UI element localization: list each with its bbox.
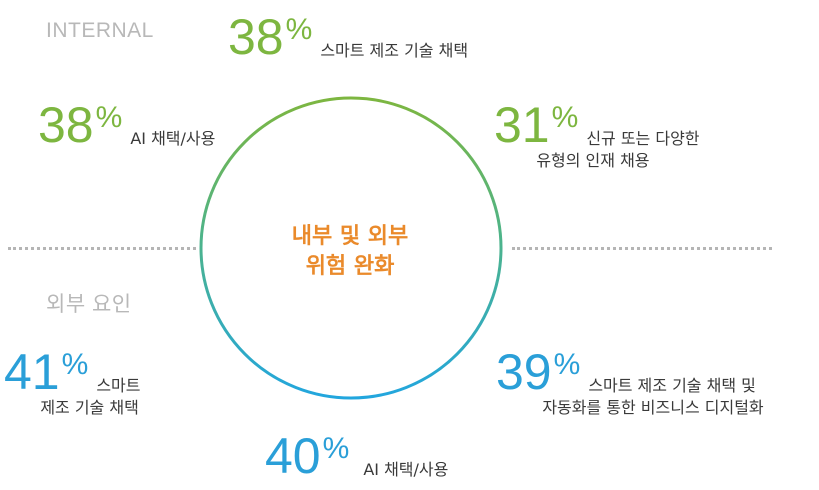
stat-internal-ai: 38 % AI 채택/사용 — [38, 100, 215, 150]
stat-number: 41 — [4, 344, 60, 400]
stat-label: 스마트 제조 기술 채택 — [40, 375, 141, 419]
stat-label-line: 스마트 — [96, 376, 141, 395]
center-title-line2: 위험 완화 — [305, 254, 395, 279]
stat-label-line: AI 채택/사용 — [130, 129, 216, 148]
percent-sign: % — [95, 101, 123, 134]
stat-label-line: 신규 또는 다양한 — [586, 129, 700, 148]
stat-label-line: 스마트 제조 기술 채택 — [320, 41, 469, 60]
stat-external-ai: 40 % AI 채택/사용 — [265, 431, 448, 481]
stat-label: AI 채택/사용 — [363, 459, 448, 481]
center-title: 내부 및 외부 위험 완화 — [250, 222, 450, 282]
stat-label-line: 자동화를 통한 비즈니스 디지털화 — [542, 398, 764, 417]
stat-internal-smart-manufacturing: 38 % 스마트 제조 기술 채택 — [228, 12, 468, 62]
stat-external-digitalization: 39 % 스마트 제조 기술 채택 및 자동화를 통한 비즈니스 디지털화 — [496, 347, 764, 417]
stat-value: 41 % — [4, 347, 88, 397]
stat-value: 38 % — [228, 12, 312, 62]
percent-sign: % — [553, 348, 581, 381]
stat-label-line: 제조 기술 채택 — [40, 398, 139, 417]
stat-number: 39 — [496, 344, 552, 400]
external-section-label: 외부 요인 — [46, 293, 132, 316]
stat-external-smart-manufacturing: 41 % 스마트 제조 기술 채택 — [4, 347, 140, 417]
divider-left — [8, 247, 196, 250]
center-title-line1: 내부 및 외부 — [291, 224, 409, 249]
stat-internal-talent: 31 % 신규 또는 다양한 유형의 인재 채용 — [494, 100, 700, 170]
stat-label-line: 유형의 인재 채용 — [536, 151, 650, 170]
percent-sign: % — [285, 13, 313, 46]
percent-sign: % — [322, 432, 350, 465]
stat-label-line: 스마트 제조 기술 채택 및 — [588, 376, 756, 395]
divider-right — [512, 247, 772, 250]
stat-value: 39 % — [496, 347, 580, 397]
stat-number: 31 — [494, 97, 550, 153]
stat-value: 40 % — [265, 431, 349, 481]
stat-number: 40 — [265, 428, 321, 484]
stat-label: 신규 또는 다양한 유형의 인재 채용 — [536, 128, 700, 172]
stat-number: 38 — [38, 97, 94, 153]
stat-label: AI 채택/사용 — [130, 128, 215, 150]
stat-label: 스마트 제조 기술 채택 — [320, 40, 468, 62]
stat-value: 38 % — [38, 100, 122, 150]
percent-sign: % — [551, 101, 579, 134]
stat-label: 스마트 제조 기술 채택 및 자동화를 통한 비즈니스 디지털화 — [542, 375, 763, 419]
internal-section-label: INTERNAL — [46, 19, 154, 42]
stat-number: 38 — [228, 9, 284, 65]
stat-label-line: AI 채택/사용 — [363, 460, 449, 479]
stat-value: 31 % — [494, 100, 578, 150]
percent-sign: % — [61, 348, 89, 381]
